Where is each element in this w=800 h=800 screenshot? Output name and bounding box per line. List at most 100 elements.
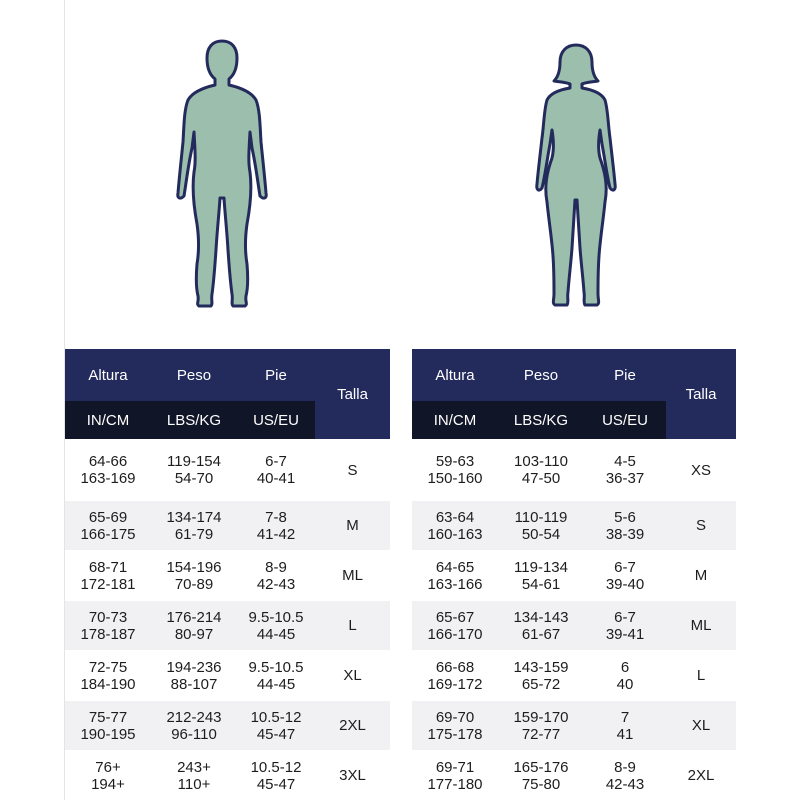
header-foot: Pie xyxy=(237,349,315,401)
foot-us: 4-5 xyxy=(614,453,636,470)
height-cm: 194+ xyxy=(91,775,125,793)
height-cell: 66-68 169-172 xyxy=(412,650,498,701)
foot-eu: 39-40 xyxy=(605,575,645,593)
foot-us: 6-7 xyxy=(614,558,636,576)
height-in: 64-65 xyxy=(435,558,475,576)
height-cm: 150-160 xyxy=(427,470,483,487)
height-in: 69-71 xyxy=(435,758,475,776)
weight-kg: 110+ xyxy=(177,775,211,793)
weight-cell: 176-214 80-97 xyxy=(151,600,237,651)
foot-eu: 39-41 xyxy=(605,625,645,643)
weight-lbs: 176-214 xyxy=(166,608,222,626)
foot-eu: 45-47 xyxy=(256,775,296,793)
height-cm: 184-190 xyxy=(80,675,136,693)
height-cm: 190-195 xyxy=(80,725,136,743)
weight-cell: 134-143 61-67 xyxy=(498,600,584,651)
table-row: 65-67 166-170 134-143 61-67 6-7 39-41 ML xyxy=(412,600,736,651)
height-in: 70-73 xyxy=(88,608,128,626)
table-row: 76+ 194+ 243+ 110+ 10.5-12 45-47 3XL xyxy=(65,750,390,800)
table-row: 72-75 184-190 194-236 88-107 9.5-10.5 44-45… xyxy=(65,650,390,701)
foot-us: 10.5-12 xyxy=(250,758,302,776)
unit-height: IN/CM xyxy=(412,401,498,440)
foot-eu: 44-45 xyxy=(256,625,296,643)
header-foot: Pie xyxy=(584,349,666,401)
weight-kg: 50-54 xyxy=(521,525,561,543)
height-cell: 70-73 178-187 xyxy=(65,600,151,651)
weight-cell: 110-119 50-54 xyxy=(498,500,584,551)
height-in: 69-70 xyxy=(435,708,475,726)
size-cell: XS xyxy=(666,439,736,501)
foot-cell: 6-7 39-41 xyxy=(584,600,666,651)
height-cm: 175-178 xyxy=(427,725,483,743)
weight-lbs: 134-143 xyxy=(513,608,569,626)
weight-kg: 72-77 xyxy=(521,725,561,743)
foot-eu: 42-43 xyxy=(256,575,296,593)
weight-lbs: 143-159 xyxy=(513,658,569,676)
height-cell: 59-63 150-160 xyxy=(412,439,498,501)
foot-eu: 42-43 xyxy=(605,775,645,793)
table-row: 68-71 172-181 154-196 70-89 8-9 42-43 ML xyxy=(65,550,390,601)
unit-weight: LBS/KG xyxy=(498,401,584,440)
weight-lbs: 243+ xyxy=(177,758,211,776)
female-size-table: Altura Peso Pie Talla IN/CM LBS/KG US/EU… xyxy=(412,349,736,800)
male-size-table: Altura Peso Pie Talla IN/CM LBS/KG US/EU… xyxy=(65,349,390,800)
foot-cell: 7-8 41-42 xyxy=(237,500,315,551)
weight-kg: 96-110 xyxy=(171,725,217,743)
weight-cell: 165-176 75-80 xyxy=(498,750,584,800)
weight-cell: 159-170 72-77 xyxy=(498,700,584,751)
height-in: 63-64 xyxy=(435,508,475,526)
height-in: 72-75 xyxy=(88,658,128,676)
foot-eu: 44-45 xyxy=(256,675,296,693)
weight-lbs: 212-243 xyxy=(166,708,222,726)
foot-cell: 6-7 40-41 xyxy=(237,439,315,501)
weight-lbs: 119-154 xyxy=(167,453,221,470)
foot-eu: 38-39 xyxy=(605,525,645,543)
foot-cell: 4-5 36-37 xyxy=(584,439,666,501)
male-silhouette-icon xyxy=(172,38,272,310)
height-cell: 65-69 166-175 xyxy=(65,500,151,551)
height-in: 64-66 xyxy=(88,453,128,470)
foot-us: 9.5-10.5 xyxy=(248,608,304,626)
height-in: 76+ xyxy=(95,758,121,776)
weight-cell: 154-196 70-89 xyxy=(151,550,237,601)
size-cell: M xyxy=(315,500,390,551)
size-cell: XL xyxy=(315,650,390,701)
size-cell: M xyxy=(666,550,736,601)
weight-cell: 143-159 65-72 xyxy=(498,650,584,701)
weight-kg: 61-79 xyxy=(174,525,214,543)
weight-cell: 134-174 61-79 xyxy=(151,500,237,551)
height-cell: 68-71 172-181 xyxy=(65,550,151,601)
height-cell: 75-77 190-195 xyxy=(65,700,151,751)
height-in: 75-77 xyxy=(88,708,128,726)
weight-lbs: 134-174 xyxy=(166,508,222,526)
foot-us: 6-7 xyxy=(614,608,636,626)
height-cell: 76+ 194+ xyxy=(65,750,151,800)
size-cell: ML xyxy=(315,550,390,601)
foot-us: 9.5-10.5 xyxy=(248,658,304,676)
weight-kg: 70-89 xyxy=(174,575,214,593)
foot-eu: 40 xyxy=(616,675,634,693)
header-size: Talla xyxy=(315,349,390,440)
table-row: 69-70 175-178 159-170 72-77 7 41 XL xyxy=(412,700,736,751)
unit-foot: US/EU xyxy=(237,401,315,440)
height-cell: 69-71 177-180 xyxy=(412,750,498,800)
table-row: 65-69 166-175 134-174 61-79 7-8 41-42 M xyxy=(65,500,390,551)
weight-kg: 54-61 xyxy=(521,575,561,593)
height-cell: 65-67 166-170 xyxy=(412,600,498,651)
foot-eu: 45-47 xyxy=(256,725,296,743)
size-cell: 3XL xyxy=(315,750,390,800)
foot-us: 7 xyxy=(620,708,630,726)
female-silhouette-icon xyxy=(528,38,624,310)
weight-lbs: 165-176 xyxy=(513,758,569,776)
foot-us: 7-8 xyxy=(265,508,287,526)
foot-eu: 41-42 xyxy=(256,525,296,543)
foot-us: 5-6 xyxy=(614,508,636,526)
unit-height: IN/CM xyxy=(65,401,151,440)
foot-cell: 9.5-10.5 44-45 xyxy=(237,600,315,651)
height-in: 65-67 xyxy=(435,608,475,626)
weight-lbs: 103-110 xyxy=(514,453,568,470)
table-row: 64-65 163-166 119-134 54-61 6-7 39-40 M xyxy=(412,550,736,601)
weight-cell: 119-134 54-61 xyxy=(498,550,584,601)
foot-us: 6 xyxy=(620,658,630,676)
height-cm: 163-169 xyxy=(80,470,136,487)
